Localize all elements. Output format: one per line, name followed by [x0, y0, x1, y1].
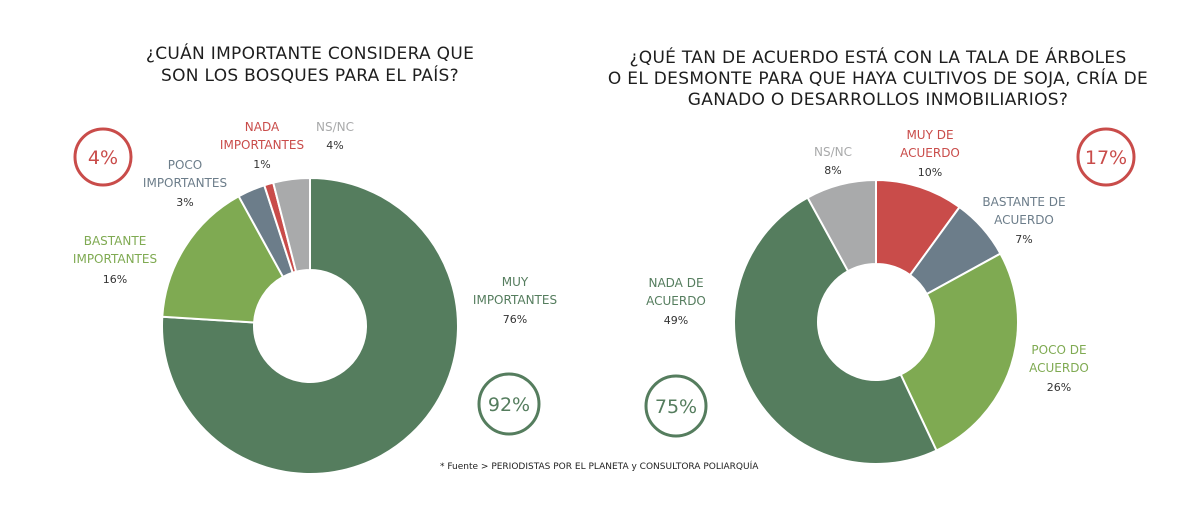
chart1-pct-bastante: 16% [103, 273, 127, 286]
chart1-slice-4 [271, 176, 311, 273]
chart1-label-bastante-line2: IMPORTANTES [73, 252, 157, 266]
chart2-donut [733, 178, 1019, 465]
chart1-label-muy-line2: IMPORTANTES [473, 293, 557, 307]
chart1-label-bastante-line1: BASTANTE [84, 234, 147, 248]
chart1-badge-negative: 4% [73, 127, 133, 187]
chart2-badge-negative-text: 17% [1085, 147, 1127, 169]
chart2-label-poco-line1: POCO DE [1031, 343, 1086, 357]
chart1-badge-positive-ring [477, 372, 541, 436]
chart1-label-nada-line1: NADA [245, 120, 280, 134]
chart1-badge-negative-text: 4% [88, 147, 118, 169]
source-note: * Fuente > PERIODISTAS POR EL PLANETA y … [440, 460, 759, 472]
chart2-title-line-2: O EL DESMONTE PARA QUE HAYA CULTIVOS DE … [608, 67, 1148, 89]
chart2-label-muy-line2: ACUERDO [900, 146, 960, 160]
chart1-label-poco-importantes: POCO IMPORTANTES 3% [143, 158, 227, 209]
chart2-pct-bastante: 7% [1015, 233, 1032, 246]
chart2-label-nsnc-line1: NS/NC [814, 145, 852, 159]
chart2-badge-positive-ring [644, 374, 708, 438]
chart2-label-muy-line1: MUY DE [906, 128, 953, 142]
chart2-label-nsnc: NS/NC 8% [814, 145, 852, 177]
chart2-badge-negative: 17% [1076, 127, 1136, 187]
chart1-slice-0 [161, 176, 459, 475]
chart1-pct-poco: 3% [176, 196, 193, 209]
chart1-title-line-2: SON LOS BOSQUES PARA EL PAÍS? [161, 64, 459, 86]
chart1-label-nsnc-line1: NS/NC [316, 120, 354, 134]
chart2-slice-2 [899, 252, 1019, 452]
chart2-badge-positive: 75% [644, 374, 708, 438]
chart1-label-muy-line1: MUY [502, 275, 529, 289]
chart2-label-nada-de-acuerdo: NADA DE ACUERDO 49% [646, 276, 706, 327]
chart1-badge-positive-text: 92% [488, 394, 530, 416]
chart2-title-line-1: ¿QUÉ TAN DE ACUERDO ESTÁ CON LA TALA DE … [629, 46, 1126, 68]
chart2-pct-nsnc: 8% [824, 164, 841, 177]
chart2-pct-muy: 10% [918, 166, 942, 179]
chart1-label-nada-importantes: NADA IMPORTANTES 1% [220, 120, 304, 171]
chart2-badge-negative-ring [1076, 127, 1136, 187]
chart-deforestation-agreement: ¿QUÉ TAN DE ACUERDO ESTÁ CON LA TALA DE … [608, 46, 1148, 465]
chart2-label-muy-de-acuerdo: MUY DE ACUERDO 10% [900, 128, 960, 179]
chart-forest-importance: ¿CUÁN IMPORTANTE CONSIDERA QUE SON LOS B… [73, 42, 557, 475]
chart1-label-nada-line2: IMPORTANTES [220, 138, 304, 152]
chart1-pct-nada: 1% [253, 158, 270, 171]
chart1-pct-nsnc: 4% [326, 139, 343, 152]
chart2-label-poco-de-acuerdo: POCO DE ACUERDO 26% [1029, 343, 1089, 394]
chart2-label-poco-line2: ACUERDO [1029, 361, 1089, 375]
chart2-label-nada-line2: ACUERDO [646, 294, 706, 308]
chart2-pct-poco: 26% [1047, 381, 1071, 394]
chart2-pct-nada: 49% [664, 314, 688, 327]
chart1-slice-1 [161, 194, 285, 324]
chart1-label-poco-line1: POCO [168, 158, 203, 172]
chart1-pct-muy: 76% [503, 313, 527, 326]
chart2-badge-positive-text: 75% [655, 396, 697, 418]
chart2-label-bastante-line2: ACUERDO [994, 213, 1054, 227]
chart2-title-line-3: GANADO O DESARROLLOS INMOBILIARIOS? [688, 90, 1068, 110]
chart1-label-nsnc: NS/NC 4% [316, 120, 354, 152]
chart1-badge-negative-ring [73, 127, 133, 187]
chart2-slice-4 [806, 178, 877, 273]
chart1-label-bastante-importantes: BASTANTE IMPORTANTES 16% [73, 234, 157, 286]
chart1-donut [161, 176, 459, 475]
chart2-label-bastante-de-acuerdo: BASTANTE DE ACUERDO 7% [982, 195, 1065, 246]
chart1-label-muy-importantes: MUY IMPORTANTES 76% [473, 275, 557, 326]
chart1-label-poco-line2: IMPORTANTES [143, 176, 227, 190]
chart1-badge-positive: 92% [477, 372, 541, 436]
chart2-label-nada-line1: NADA DE [648, 276, 703, 290]
chart1-title-line-1: ¿CUÁN IMPORTANTE CONSIDERA QUE [146, 42, 474, 64]
chart2-slice-3 [733, 196, 938, 465]
chart2-label-bastante-line1: BASTANTE DE [982, 195, 1065, 209]
